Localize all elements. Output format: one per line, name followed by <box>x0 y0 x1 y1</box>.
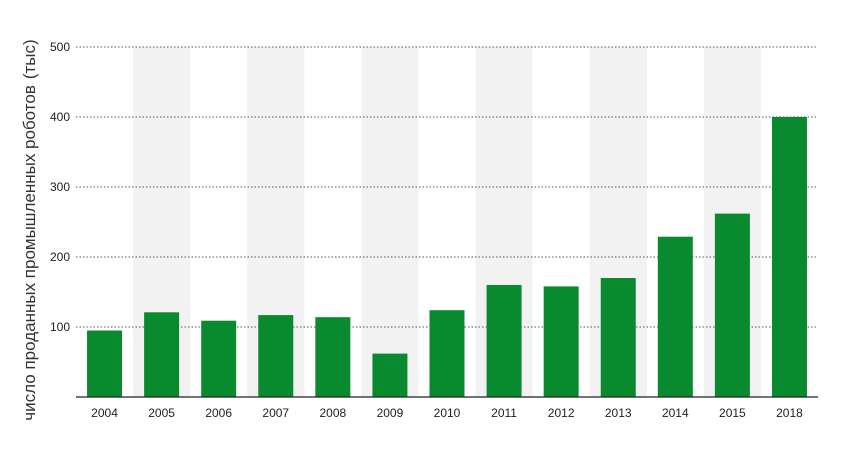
x-tick-label: 2014 <box>662 406 689 420</box>
bar-2014 <box>657 236 693 397</box>
bar-2012 <box>543 286 579 397</box>
background-band <box>361 47 419 397</box>
x-tick-label: 2010 <box>434 406 461 420</box>
x-tick-label: 2005 <box>148 406 175 420</box>
x-tick-label: 2004 <box>91 406 118 420</box>
x-tick-label: 2006 <box>205 406 232 420</box>
bar-2010 <box>429 310 465 397</box>
bar-2007 <box>258 315 294 397</box>
x-tick-label: 2007 <box>262 406 289 420</box>
bar-2008 <box>315 317 351 397</box>
y-axis-label-text: число проданных промышленных роботов <box>20 85 39 421</box>
x-tick-label: 2009 <box>377 406 404 420</box>
y-tick-label: 400 <box>50 110 70 124</box>
y-tick-labels: 100 200 300 400 500 <box>50 40 70 334</box>
bar-2011 <box>486 285 522 397</box>
x-tick-label: 2011 <box>491 406 517 420</box>
bar-2005 <box>144 312 180 397</box>
x-tick-label: 2012 <box>548 406 575 420</box>
x-tick-label: 2015 <box>719 406 746 420</box>
x-tick-label: 2013 <box>605 406 632 420</box>
gridlines <box>76 46 818 328</box>
y-tick-label: 100 <box>50 320 70 334</box>
y-axis-label: число проданных промышленных роботов (тыс… <box>20 39 40 426</box>
bar-2015 <box>714 213 750 397</box>
x-tick-label: 2008 <box>319 406 346 420</box>
y-tick-label: 500 <box>50 40 70 54</box>
bar-2006 <box>201 320 237 397</box>
bars <box>87 117 807 397</box>
y-tick-label: 300 <box>50 180 70 194</box>
bar-2004 <box>87 330 123 397</box>
y-axis-label-unit: (тыс) <box>20 39 39 80</box>
y-tick-label: 200 <box>50 250 70 264</box>
bar-2009 <box>372 353 408 397</box>
x-tick-labels: 2004 2005 2006 2007 2008 2009 2010 2011 2012 2013… <box>91 406 803 420</box>
x-tick-label: 2018 <box>776 406 803 420</box>
bar-2018 <box>771 117 807 397</box>
bar-2013 <box>600 278 636 397</box>
